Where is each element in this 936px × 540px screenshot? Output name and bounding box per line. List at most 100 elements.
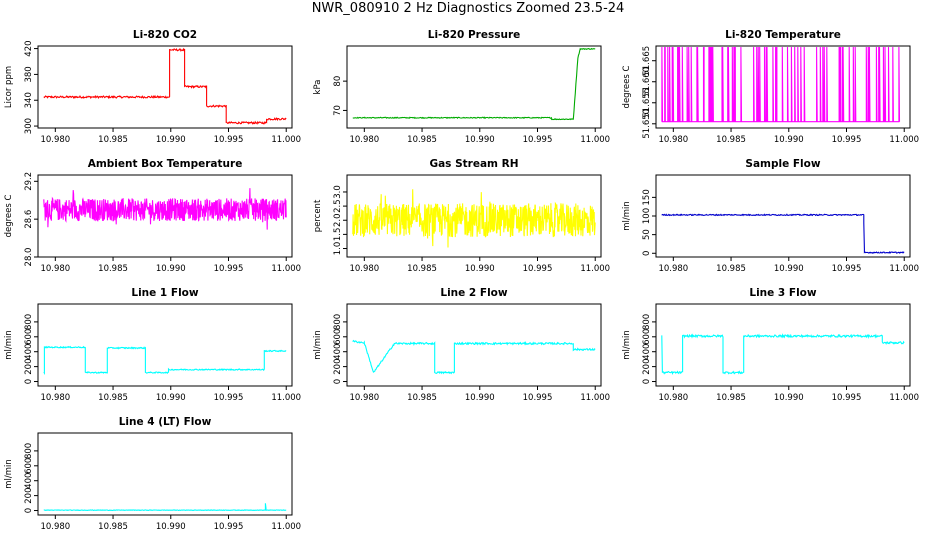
x-tick-label: 11.000 <box>580 264 610 274</box>
chart-title: Sample Flow <box>745 158 820 170</box>
data-series-line <box>661 333 905 375</box>
y-tick-label: 300 <box>24 118 34 134</box>
y-axis-label: kPa <box>313 80 323 95</box>
y-tick-label: 380 <box>24 66 34 82</box>
y-tick-label: 200 <box>24 488 34 504</box>
plot-frame <box>37 432 293 516</box>
chart-title: Li-820 Pressure <box>428 29 521 41</box>
chart-panel-8: Line 2 Flow 10.980 10.985 10.990 10.995 11.00… <box>313 287 610 403</box>
y-axis-label: degrees C <box>4 195 14 238</box>
y-tick-label: 800 <box>24 443 34 459</box>
x-tick-label: 10.995 <box>214 522 244 532</box>
x-tick-label: 10.980 <box>658 264 688 274</box>
x-tick-label: 10.980 <box>40 264 70 274</box>
y-tick-label: 400 <box>24 473 34 489</box>
data-series-line <box>352 47 596 121</box>
y-axis-label: percent <box>313 199 323 232</box>
y-tick-label: 51.660 <box>642 67 652 97</box>
y-tick-label: 800 <box>24 314 34 330</box>
x-tick-label: 10.980 <box>658 135 688 145</box>
x-tick-label: 10.990 <box>156 393 186 403</box>
x-tick-label: 11.000 <box>889 264 919 274</box>
y-tick-label: 200 <box>642 359 652 375</box>
y-tick-label: 600 <box>24 329 34 345</box>
data-series-line <box>352 189 596 248</box>
y-tick-label: 51.665 <box>642 46 652 76</box>
x-tick-label: 10.980 <box>349 393 379 403</box>
data-series-line <box>43 503 287 512</box>
y-tick-label: 3.0 <box>333 185 343 199</box>
x-tick-label: 10.980 <box>658 393 688 403</box>
x-tick-label: 10.985 <box>98 135 128 145</box>
chart-panel-10: Line 4 (LT) Flow 10.980 10.985 10.990 10.995… <box>4 416 301 532</box>
x-tick-label: 10.980 <box>349 264 379 274</box>
y-tick-label: 28.0 <box>24 248 34 267</box>
chart-title: Line 4 (LT) Flow <box>119 416 212 428</box>
y-tick-label: 0 <box>642 379 652 384</box>
x-tick-label: 10.980 <box>40 135 70 145</box>
y-tick-label: 800 <box>642 314 652 330</box>
y-axis-label: ml/min <box>622 201 632 231</box>
x-tick-label: 10.995 <box>214 393 244 403</box>
x-tick-label: 10.990 <box>465 393 495 403</box>
x-tick-label: 10.990 <box>774 135 804 145</box>
x-tick-label: 10.990 <box>465 135 495 145</box>
y-tick-label: 51.655 <box>642 88 652 118</box>
chart-title: Ambient Box Temperature <box>88 158 243 170</box>
data-series-line <box>43 47 287 125</box>
y-tick-label: 200 <box>333 359 343 375</box>
plot-frame <box>346 303 602 387</box>
y-axis-label: ml/min <box>4 459 14 489</box>
data-series-line <box>43 188 287 230</box>
chart-title: Line 2 Flow <box>440 287 507 299</box>
x-tick-label: 11.000 <box>271 264 301 274</box>
y-tick-label: 2.5 <box>333 199 343 213</box>
x-tick-label: 10.985 <box>407 264 437 274</box>
plot-frame <box>37 45 293 129</box>
y-tick-label: 400 <box>24 344 34 360</box>
y-tick-label: 0 <box>24 508 34 513</box>
chart-title: Li-820 Temperature <box>725 29 841 41</box>
y-tick-label: 0 <box>333 379 343 384</box>
x-tick-label: 10.985 <box>407 135 437 145</box>
chart-panel-9: Line 3 Flow 10.980 10.985 10.990 10.995 11.00… <box>622 287 919 403</box>
y-tick-label: 420 <box>24 40 34 56</box>
plot-frame <box>37 303 293 387</box>
x-tick-label: 10.995 <box>832 264 862 274</box>
y-tick-label: 600 <box>333 329 343 345</box>
plot-frame <box>655 174 911 258</box>
x-tick-label: 10.995 <box>523 264 553 274</box>
y-tick-label: 100 <box>642 208 652 224</box>
y-tick-label: 340 <box>24 92 34 108</box>
y-axis-label: ml/min <box>313 330 323 360</box>
y-tick-label: 51.650 <box>642 109 652 139</box>
chart-panel-2: Li-820 Pressure 10.980 10.985 10.990 10.995 1… <box>313 29 610 145</box>
y-tick-label: 80 <box>333 76 343 87</box>
x-tick-label: 10.985 <box>98 264 128 274</box>
y-tick-label: 29.2 <box>24 172 34 191</box>
chart-title: Gas Stream RH <box>429 158 518 170</box>
x-tick-label: 10.995 <box>832 135 862 145</box>
x-tick-label: 10.990 <box>774 264 804 274</box>
chart-title: Line 3 Flow <box>749 287 816 299</box>
data-series-line <box>43 345 287 376</box>
y-axis-label: ml/min <box>622 330 632 360</box>
y-tick-label: 28.6 <box>24 210 34 229</box>
y-tick-label: 0 <box>24 379 34 384</box>
x-tick-label: 11.000 <box>271 135 301 145</box>
y-tick-label: 400 <box>333 344 343 360</box>
x-tick-label: 10.990 <box>156 522 186 532</box>
y-tick-label: 50 <box>642 229 652 240</box>
x-tick-label: 10.985 <box>716 135 746 145</box>
y-tick-label: 2.0 <box>333 213 343 227</box>
main-title: NWR_080910 2 Hz Diagnostics Zoomed 23.5-… <box>311 1 625 16</box>
x-tick-label: 10.990 <box>774 393 804 403</box>
x-tick-label: 10.995 <box>523 393 553 403</box>
x-tick-label: 11.000 <box>889 135 919 145</box>
x-tick-label: 11.000 <box>580 135 610 145</box>
y-tick-label: 1.0 <box>333 242 343 256</box>
y-tick-label: 600 <box>642 329 652 345</box>
x-tick-label: 10.985 <box>716 264 746 274</box>
y-axis-label: Licor ppm <box>4 66 14 108</box>
x-tick-label: 10.980 <box>40 393 70 403</box>
